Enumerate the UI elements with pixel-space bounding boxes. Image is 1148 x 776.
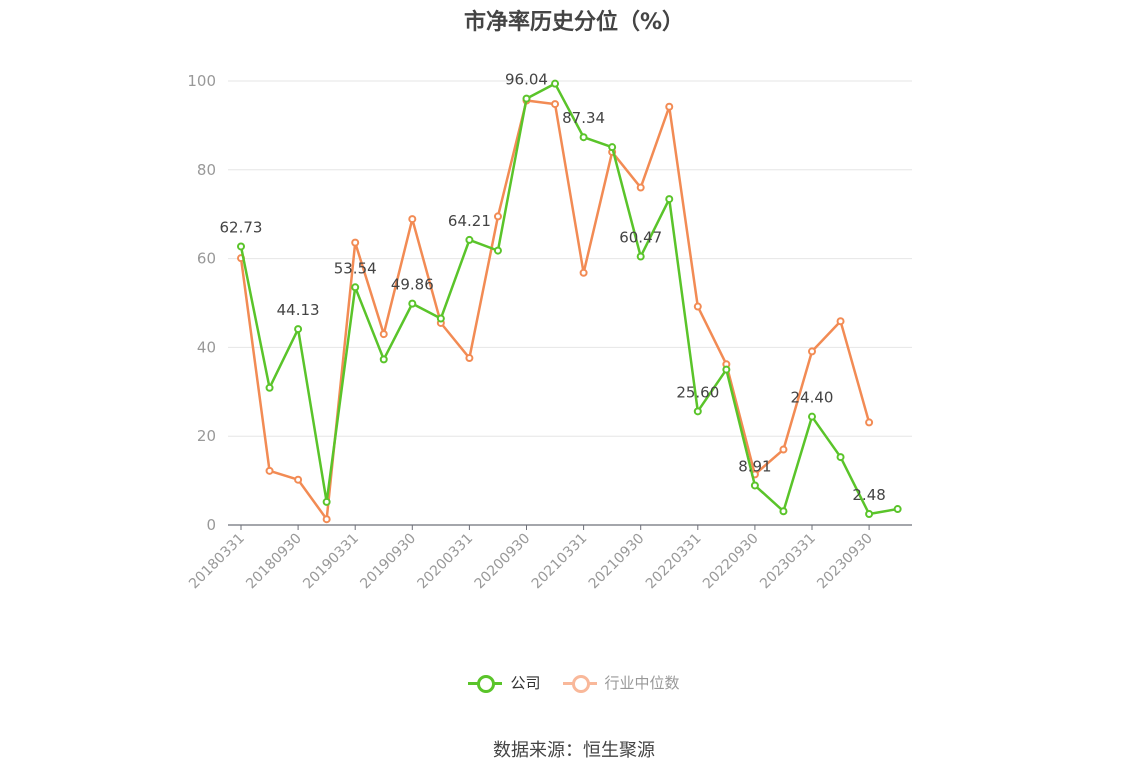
- data-point-company: [379, 355, 388, 364]
- data-label: 62.73: [220, 218, 263, 236]
- data-point-company: [551, 79, 560, 88]
- x-tick-label: 20200930: [472, 531, 534, 593]
- legend-item-company[interactable]: 公司: [468, 672, 541, 693]
- legend-company-label: 公司: [510, 674, 541, 692]
- x-tick-label: 20220331: [643, 531, 705, 593]
- data-point-company: [750, 481, 759, 490]
- data-point-industry: [551, 100, 560, 109]
- x-tick-label: 20220930: [700, 531, 762, 593]
- data-point-industry: [808, 347, 816, 356]
- data-point-company: [722, 365, 731, 374]
- y-tick-label: 60: [197, 250, 216, 268]
- data-point-company: [836, 453, 845, 462]
- x-tick-label: 20230930: [814, 531, 876, 593]
- data-label: 49.86: [391, 276, 434, 294]
- data-point-company: [436, 314, 445, 323]
- data-point-industry: [322, 515, 331, 524]
- x-tick-label: 20210331: [529, 531, 591, 593]
- data-point-company: [408, 299, 417, 308]
- data-point-industry: [465, 354, 474, 363]
- data-point-company: [693, 407, 702, 416]
- series-lines: [237, 79, 902, 524]
- data-point-industry: [294, 475, 303, 484]
- data-labels: 62.73 44.13 53.54 49.86 64.21 96.04 87.34 60.47…: [220, 71, 886, 504]
- data-point-company: [636, 252, 645, 261]
- legend-industry-marker: [562, 673, 597, 693]
- data-point-company: [465, 235, 474, 244]
- data-point-company: [808, 412, 816, 421]
- grid-lines: [228, 80, 912, 437]
- data-label: 64.21: [448, 212, 491, 230]
- y-tick-label: 100: [187, 72, 216, 90]
- data-label: 24.40: [791, 389, 834, 407]
- data-point-company: [893, 505, 902, 514]
- data-point-industry: [265, 466, 274, 475]
- data-label: 53.54: [334, 259, 377, 277]
- data-point-industry: [693, 302, 702, 311]
- data-point-industry: [579, 268, 588, 277]
- series-line-industry: [239, 99, 871, 521]
- legend: 公司 行业中位数: [0, 672, 1148, 693]
- data-point-industry: [836, 317, 845, 326]
- y-tick-label: 0: [206, 516, 216, 534]
- data-point-company: [522, 94, 531, 103]
- data-point-company: [237, 242, 245, 251]
- legend-industry-label: 行业中位数: [604, 674, 680, 692]
- data-label: 25.60: [676, 383, 719, 401]
- data-point-industry: [379, 330, 388, 339]
- data-point-company: [493, 246, 502, 255]
- data-point-company: [608, 143, 617, 152]
- data-point-company: [294, 325, 303, 334]
- data-label: 2.48: [852, 486, 885, 504]
- data-point-company: [779, 507, 788, 516]
- y-tick-label: 40: [197, 338, 216, 356]
- data-point-industry: [779, 445, 788, 454]
- x-tick-label: 20180930: [243, 531, 305, 593]
- data-label: 8.91: [738, 457, 771, 475]
- x-tick-label: 20200331: [415, 531, 477, 593]
- source-note: 数据来源：恒生聚源: [493, 740, 655, 761]
- axes: 0 20 40 60 80 100 2018033120180930201903312019…: [186, 72, 912, 592]
- x-tick-label: 20230331: [757, 531, 819, 593]
- y-tick-label: 20: [197, 427, 216, 445]
- x-tick-label: 20190331: [300, 531, 362, 593]
- data-point-industry: [865, 418, 874, 427]
- data-point-company: [322, 497, 331, 506]
- data-point-industry: [636, 183, 645, 192]
- data-label: 87.34: [562, 109, 605, 127]
- x-tick-label: 20190930: [357, 531, 419, 593]
- legend-item-industry[interactable]: 行业中位数: [562, 672, 680, 693]
- data-point-company: [665, 195, 674, 204]
- chart-title: 市净率历史分位（%）: [463, 10, 685, 35]
- data-point-company: [865, 509, 874, 518]
- data-label: 44.13: [277, 301, 320, 319]
- data-point-industry: [665, 102, 674, 111]
- data-point-industry: [408, 215, 417, 224]
- data-label: 96.04: [505, 71, 548, 89]
- data-point-company: [579, 133, 588, 142]
- data-label: 60.47: [619, 229, 662, 247]
- x-tick-label: 20210930: [586, 531, 648, 593]
- data-point-company: [265, 383, 274, 392]
- data-point-industry: [493, 212, 502, 221]
- data-point-industry: [351, 238, 360, 247]
- series-line-company: [239, 82, 898, 516]
- y-tick-label: 80: [197, 161, 216, 179]
- legend-company-marker: [468, 673, 503, 693]
- x-tick-label: 20180331: [186, 531, 248, 593]
- data-point-company: [351, 283, 360, 292]
